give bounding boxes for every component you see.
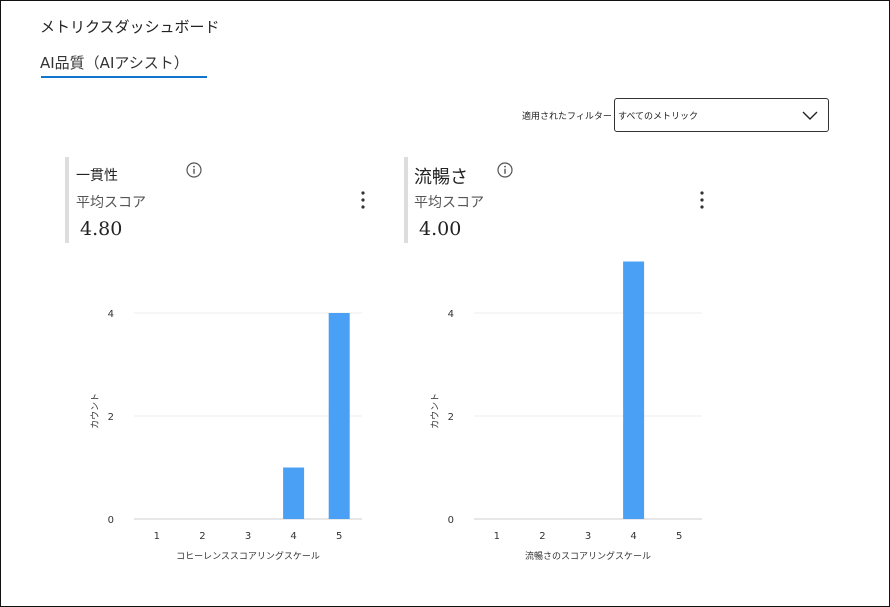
x-axis-label: 流暢さのスコアリングスケール [525,550,651,562]
fluency-histogram-chart: 0 2 4 1 2 3 4 5 流暢さのスコアリングスケール カウント [430,261,702,562]
card-title-fluency: 流暢さ [414,167,468,188]
histogram-bar[interactable] [623,261,645,520]
filter-label: 適用されたフィルター [522,112,612,122]
x-tick-label: 2 [539,531,545,542]
histogram-bar[interactable] [328,313,350,519]
card-subtitle: 平均スコア [414,195,484,211]
more-options-icon[interactable] [357,190,369,210]
x-axis-label: コヒーレンススコアリングスケール [176,550,320,562]
card-average-value: 4.80 [80,218,123,240]
metric-filter-dropdown[interactable]: すべてのメトリック [614,98,829,132]
histogram-bar[interactable] [283,467,305,520]
x-tick-label: 1 [154,531,160,542]
card-average-value: 4.00 [419,218,462,240]
y-tick-label: 4 [448,309,454,320]
card-accent-bar [404,157,408,243]
x-tick-label: 1 [494,531,500,542]
y-tick-label: 0 [448,515,454,526]
y-axis-label: カウント [430,393,441,429]
y-axis-label: カウント [90,393,101,429]
card-title-coherence: 一貫性 [76,168,118,184]
y-tick-label: 0 [108,515,114,526]
x-tick-label: 3 [245,531,251,542]
x-tick-label: 5 [336,531,342,542]
page-title: メトリクスダッシュボード [40,18,220,36]
coherence-histogram-chart: 0 2 4 1 2 3 4 5 コヒーレンススコアリングスケール カウント [90,309,362,562]
x-tick-label: 5 [676,531,682,542]
card-accent-bar [65,157,69,243]
card-subtitle: 平均スコア [76,195,146,211]
tab-ai-quality[interactable]: AI品質（AIアシスト） [40,54,189,72]
y-tick-label: 2 [448,412,454,423]
more-options-icon[interactable] [696,190,708,210]
x-tick-label: 4 [290,531,296,542]
filter-selected-value: すべてのメトリック [618,112,699,122]
chevron-down-icon [802,111,818,120]
x-tick-label: 3 [585,531,591,542]
y-tick-label: 4 [108,309,114,320]
x-tick-label: 4 [630,531,636,542]
info-icon[interactable] [186,162,202,178]
x-tick-label: 2 [199,531,205,542]
y-tick-label: 2 [108,412,114,423]
info-icon[interactable] [497,162,513,178]
active-tab-indicator [41,76,207,78]
